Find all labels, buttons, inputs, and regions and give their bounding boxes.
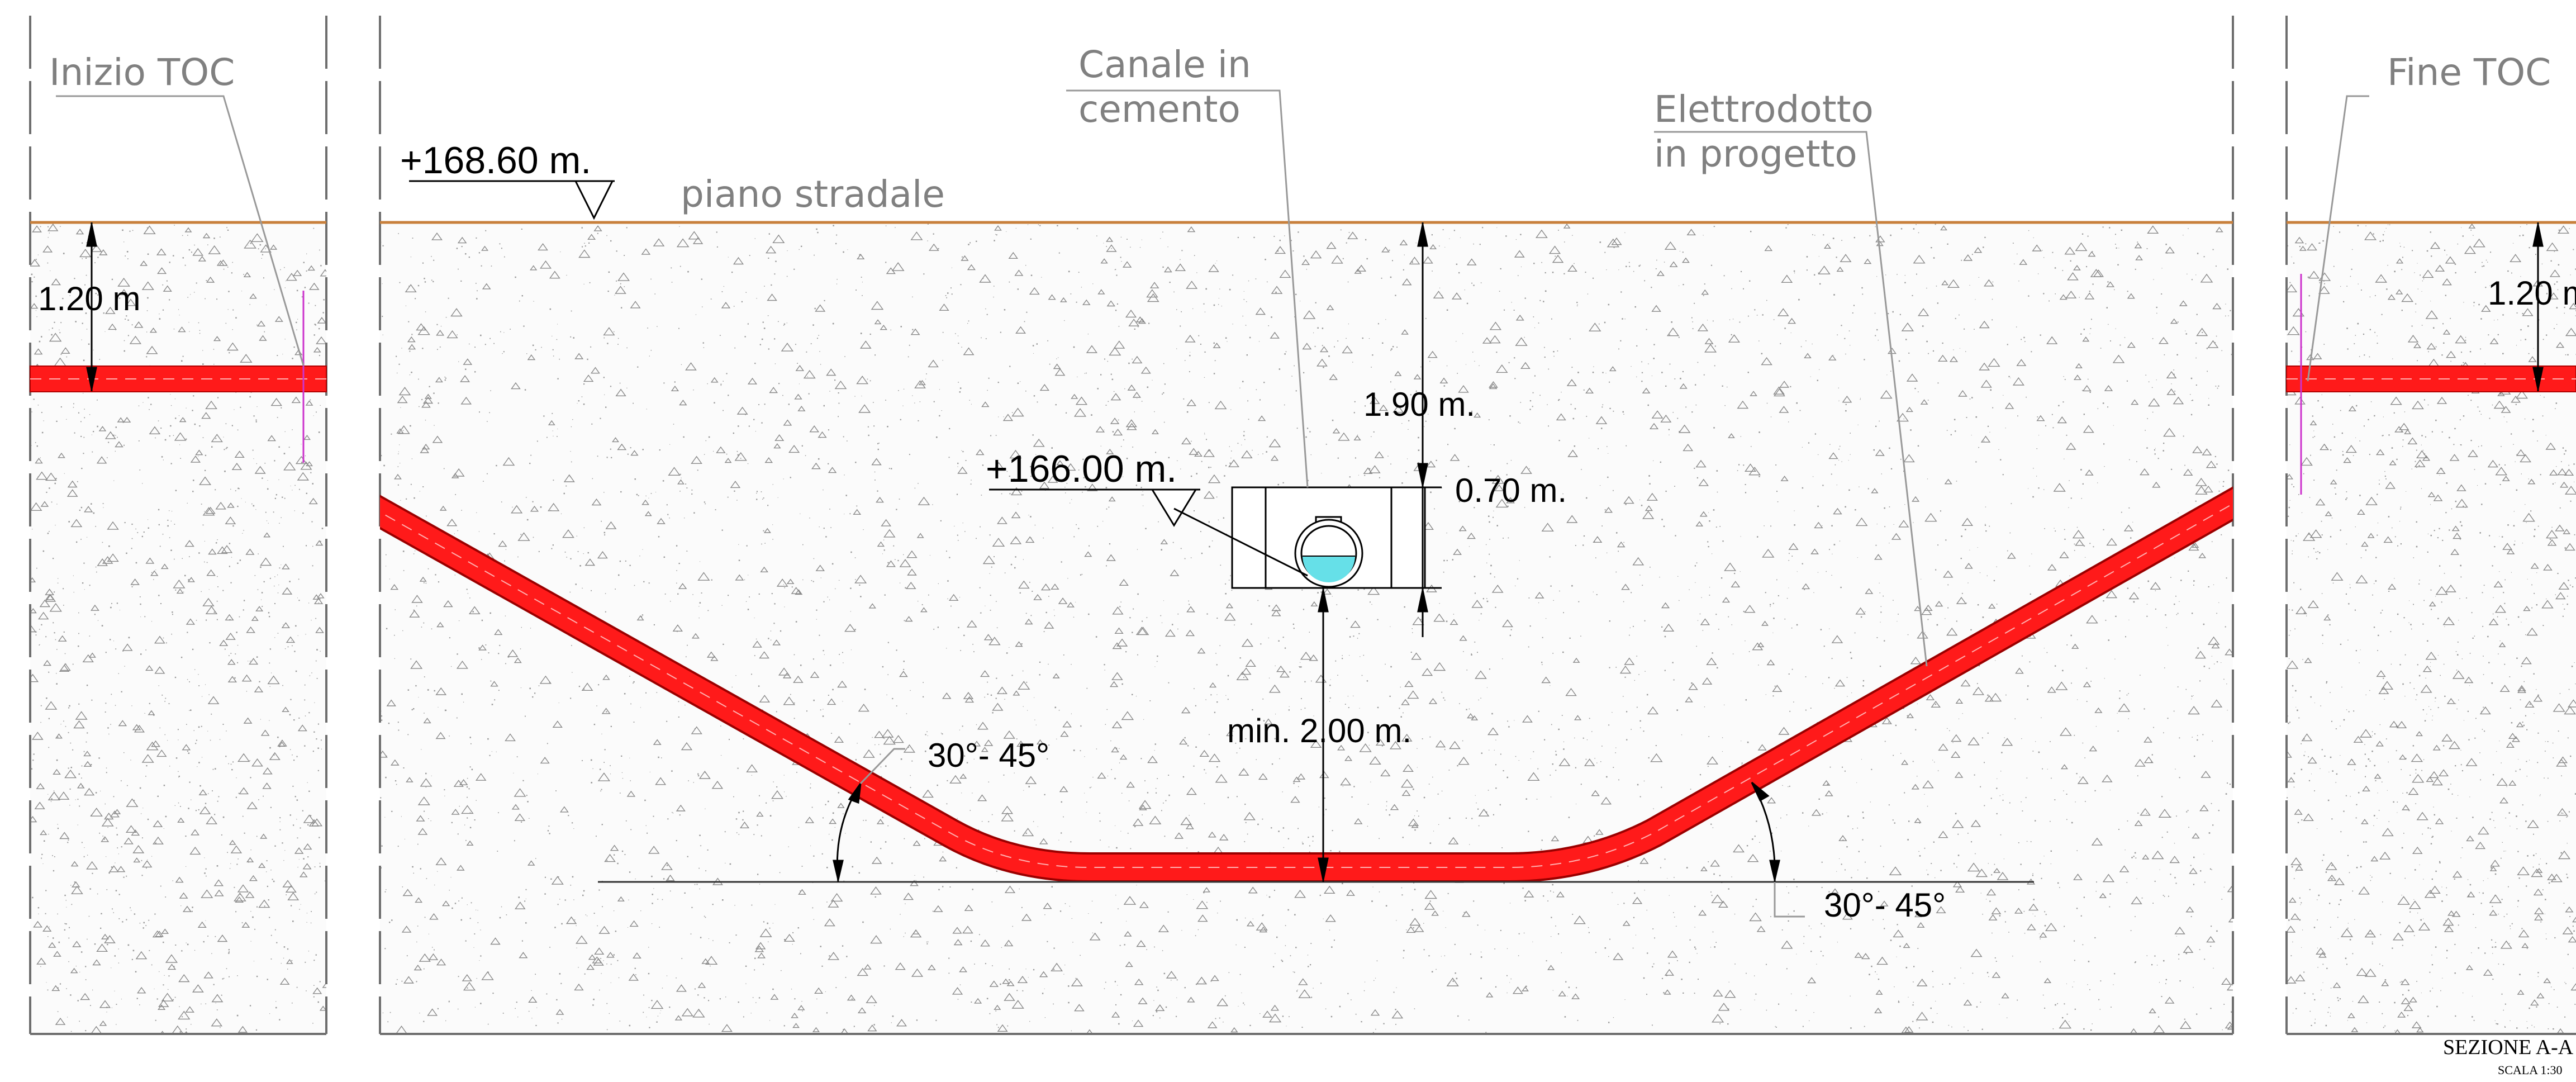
leader-fine-toc [2307, 95, 2369, 382]
dim-right-arrow-top [2532, 224, 2544, 247]
dim-200-arrow-top [1318, 590, 1329, 613]
pipe-left-panel [30, 366, 327, 392]
section-scale: SCALA 1:30 [2498, 1063, 2563, 1077]
angle-arc-left-arrow-top [848, 783, 862, 804]
level-channel-text: +166.00 m. [986, 448, 1177, 490]
label-canale-line1: Canale in [1078, 43, 1251, 86]
dim-left-text: 1.20 m [38, 280, 140, 317]
angle-arc-right-arrow-bottom [1769, 860, 1780, 880]
label-piano-stradale: piano stradale [681, 173, 945, 216]
angle-right-text: 30°- 45° [1824, 886, 1946, 924]
dim-left-arrow-top [86, 224, 97, 247]
borehole-markers [302, 274, 2302, 495]
soil-area-right [2287, 222, 2576, 1034]
dim-070-text: 0.70 m. [1455, 472, 1567, 509]
level-road-triangle [574, 180, 614, 220]
soil-area-middle [380, 222, 2233, 1034]
angle-left-text: 30°- 45° [928, 737, 1049, 774]
section-title: SEZIONE A-A [2443, 1036, 2574, 1059]
label-canale-line2: cemento [1078, 88, 1241, 131]
dim-190-arrow-top [1417, 224, 1428, 247]
label-fine-toc: Fine TOC [2387, 51, 2551, 94]
leader-angle-right [1774, 882, 1805, 918]
label-elettrodotto-line2: in progetto [1654, 132, 1857, 175]
dim-200-text: min. 2.00 m. [1227, 712, 1411, 749]
dim-left-arrow-bottom [86, 367, 97, 390]
angle-arc-right-arrow-top [1751, 781, 1770, 802]
leader-elettrodotto [1654, 131, 1928, 667]
pipe-directional-centerline [380, 503, 2233, 868]
leader-canale [1066, 89, 1309, 488]
power-line-pipes [30, 366, 2576, 882]
level-road-text: +168.60 m. [400, 139, 591, 182]
soil-aggregate [380, 223, 2233, 1034]
soil-texture [30, 222, 2576, 1034]
channel-water [1303, 556, 1355, 582]
concrete-channel [1231, 486, 1426, 589]
label-inizio-toc: Inizio TOC [49, 51, 235, 94]
level-channel-leader [1173, 507, 1308, 577]
dim-190-text: 1.90 m. [1363, 386, 1475, 423]
dim-200-arrow-bottom [1318, 857, 1329, 880]
leader-lines [56, 89, 2369, 918]
dim-070-arrow-bottom [1417, 590, 1428, 613]
elevation-markers [409, 180, 1308, 577]
level-channel-triangle [1151, 488, 1197, 527]
dim-right-arrow-bottom [2532, 367, 2544, 390]
soil-area-left [30, 222, 326, 1034]
leader-angle-left [859, 748, 905, 785]
label-elettrodotto-line1: Elettrodotto [1654, 88, 1874, 131]
angle-arc-left-arrow-bottom [833, 860, 844, 880]
dim-right-text: 1.20 m [2488, 274, 2576, 312]
text-labels: Inizio TOC Fine TOC Canale in cemento El… [38, 43, 2576, 1077]
leader-inizio-toc [56, 95, 305, 366]
dimension-lines [86, 222, 2544, 882]
dim-190-arrow-bottom [1417, 463, 1428, 486]
